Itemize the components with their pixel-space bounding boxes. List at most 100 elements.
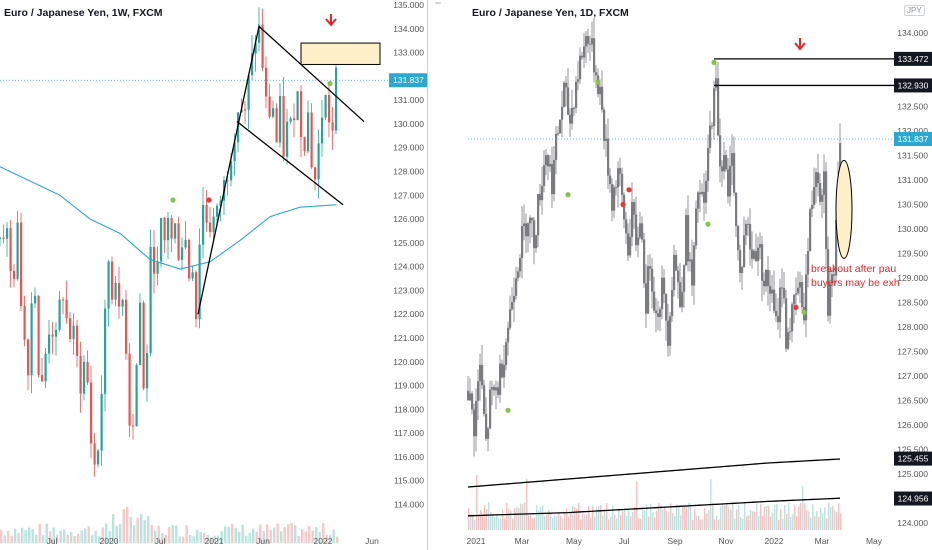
volume-bar [570, 512, 572, 530]
volume-bar [748, 515, 750, 530]
y-axis-tick-label: 131.000 [393, 95, 424, 105]
candle-body [310, 112, 313, 168]
candle-body [331, 122, 334, 131]
volume-bar [540, 506, 542, 530]
candle-body [16, 222, 19, 279]
candle-body [589, 43, 592, 45]
y-axis-tick-label: 115.000 [394, 476, 424, 486]
candle-body [635, 214, 638, 246]
volume-bar [122, 509, 125, 543]
x-axis-tick-label: Jun [256, 536, 270, 546]
volume-bar [24, 530, 27, 543]
daily-chart-panel[interactable]: 134.000133.500133.000132.500132.000131.5… [428, 0, 932, 550]
y-axis-tick-label: 129.000 [897, 273, 928, 283]
volume-bar [478, 516, 480, 530]
candle-body [2, 237, 5, 239]
candle-body [543, 165, 546, 186]
volume-bar [494, 517, 496, 530]
volume-bar [558, 512, 560, 530]
volume-bar [806, 509, 808, 530]
candle-body [286, 121, 289, 157]
volume-bar [596, 507, 598, 530]
candle-body [781, 287, 784, 289]
volume-bar [528, 515, 530, 530]
daily-chart[interactable]: 134.000133.500133.000132.500132.000131.5… [428, 0, 932, 550]
candle-body [100, 393, 103, 451]
volume-bar [680, 515, 682, 530]
volume-bar [670, 503, 672, 530]
volume-bar [654, 517, 656, 530]
volume-bar [234, 528, 237, 543]
weekly-chart-panel[interactable]: 135.000134.000133.000132.000131.000130.0… [0, 0, 441, 550]
volume-bar [650, 503, 652, 530]
candle-body [195, 272, 198, 320]
volume-bar [486, 509, 488, 530]
volume-bar [714, 519, 716, 530]
volume-bar [143, 520, 146, 543]
candle-body [827, 249, 830, 316]
volume-bar [484, 504, 486, 530]
weekly-chart[interactable]: 135.000134.000133.000132.000131.000130.0… [0, 0, 428, 550]
volume-bar [115, 525, 118, 543]
candle-body [721, 166, 724, 172]
volume-bar [752, 511, 754, 530]
candle-body [65, 299, 68, 319]
volume-bar [588, 506, 590, 530]
candle-body [617, 168, 620, 188]
candle-body [503, 365, 506, 378]
x-axis-tick-label: May [866, 536, 883, 546]
volume-bar [632, 512, 634, 530]
volume-bar [572, 505, 574, 530]
candle-body [793, 294, 796, 305]
signal-marker [801, 309, 807, 315]
candle-body [499, 363, 502, 395]
candle-body [293, 118, 296, 120]
candle-body [639, 223, 642, 238]
volume-bar [480, 509, 482, 530]
trend-line-3 [236, 121, 344, 206]
volume-bar [772, 512, 774, 530]
volume-bar [804, 502, 806, 530]
candle-body [541, 185, 544, 201]
signal-marker [793, 304, 799, 310]
candle-body [637, 237, 640, 246]
volume-bar [105, 523, 108, 543]
volume-bar [818, 516, 820, 530]
candle-body [723, 155, 726, 172]
candle-body [139, 302, 142, 365]
candle-body [659, 309, 662, 317]
candle-body [79, 355, 82, 394]
panel-divider[interactable] [427, 0, 428, 550]
candle-body [751, 249, 754, 259]
volume-bar [544, 516, 546, 530]
volume-bar [630, 516, 632, 530]
volume-bar [774, 505, 776, 530]
candle-body [769, 286, 772, 294]
candle-body [212, 216, 215, 233]
volume-bar [566, 508, 568, 530]
y-axis-tick-label: 134.000 [897, 28, 928, 38]
volume-bar [668, 512, 670, 530]
candle-body [683, 265, 686, 292]
volume-bar [273, 527, 276, 543]
volume-bar [133, 525, 136, 543]
volume-bar [94, 530, 97, 543]
volume-bar [592, 505, 594, 530]
signal-marker [595, 79, 601, 85]
volume-bar [786, 513, 788, 530]
volume-bar [702, 519, 704, 530]
candle-body [651, 268, 654, 292]
candle-body [645, 283, 648, 314]
volume-bar [45, 523, 48, 543]
volume-bar [808, 511, 810, 530]
volume-bar [468, 507, 470, 530]
annotation-line-1: breakout after pau [811, 263, 897, 275]
candle-body [513, 295, 516, 303]
volume-bar [574, 506, 576, 530]
volume-bar [800, 502, 802, 530]
volume-bar [14, 528, 17, 543]
candle-body [775, 311, 778, 317]
volume-bar [834, 510, 836, 530]
volume-bar [550, 513, 552, 530]
volume-bar [101, 527, 104, 543]
